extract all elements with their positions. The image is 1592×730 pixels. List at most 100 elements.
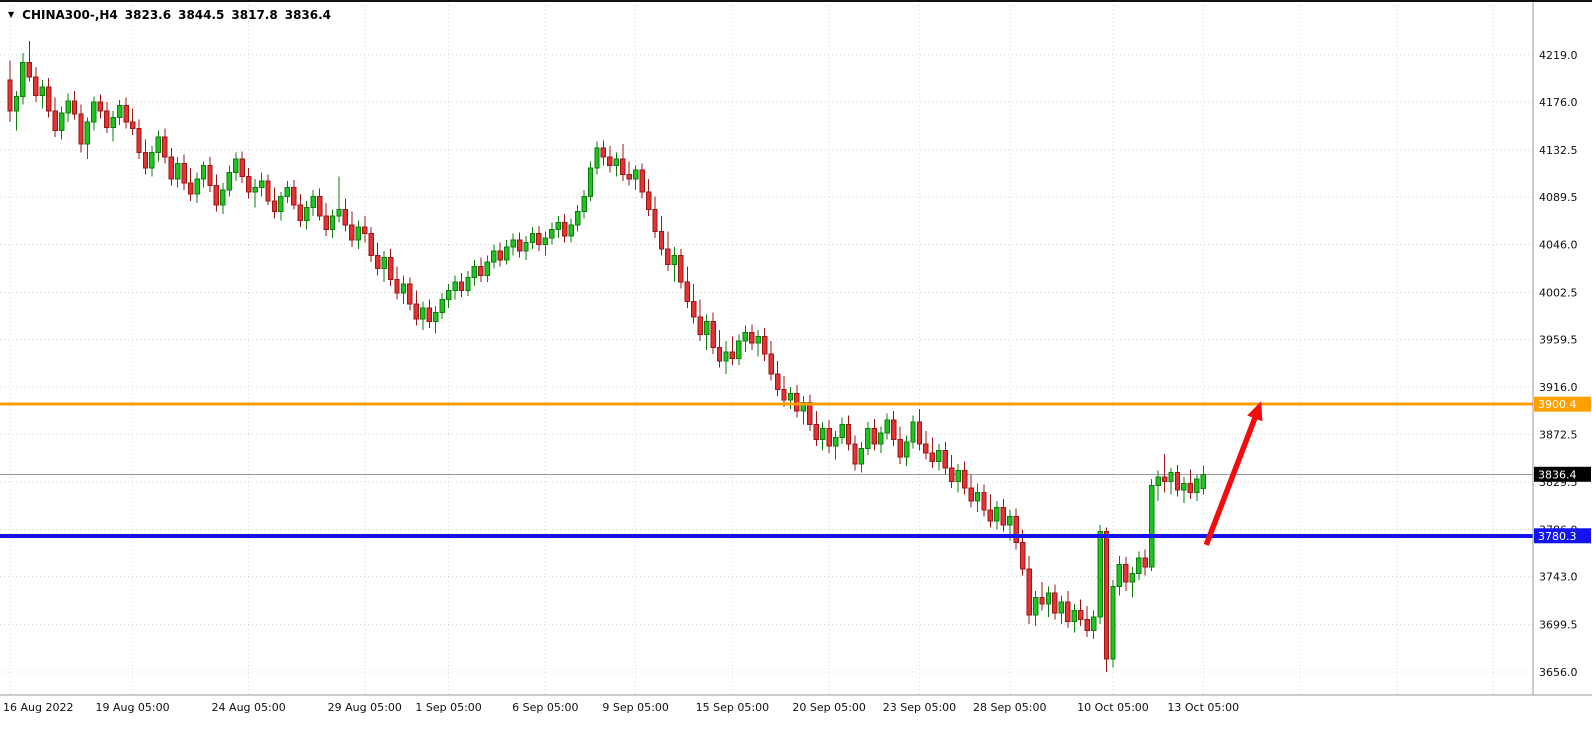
candle <box>1071 604 1077 633</box>
candle <box>439 292 445 320</box>
candle <box>323 202 329 236</box>
arrow-head-icon <box>1247 401 1263 422</box>
time-axis-label: 10 Oct 05:00 <box>1077 701 1149 714</box>
candle <box>1129 566 1135 598</box>
candle <box>7 60 13 122</box>
candle <box>129 108 136 136</box>
candle <box>761 327 768 361</box>
candle <box>1090 610 1097 640</box>
candle <box>26 40 33 82</box>
candle <box>781 376 787 407</box>
level-lines[interactable] <box>0 402 1533 538</box>
candle <box>71 91 78 120</box>
candle <box>458 273 465 298</box>
time-axis-label: 15 Sep 05:00 <box>696 701 769 714</box>
candle <box>278 191 284 221</box>
candle <box>923 430 929 460</box>
candle <box>97 94 103 119</box>
candle <box>749 324 755 350</box>
candle <box>1181 476 1187 504</box>
candle <box>1058 595 1065 624</box>
candle <box>78 104 84 153</box>
price-axis-label: 4132.5 <box>1539 144 1578 157</box>
candle <box>220 183 226 214</box>
candle <box>652 196 658 239</box>
time-axis-label: 24 Aug 05:00 <box>212 701 286 714</box>
candle <box>1097 525 1103 624</box>
candle <box>452 275 458 300</box>
candle <box>968 474 974 508</box>
price-tags: 3900.4 3780.3 3836.4 <box>1534 396 1591 544</box>
candle <box>736 334 742 366</box>
candle <box>832 430 839 460</box>
price-axis-label: 3916.0 <box>1539 381 1578 394</box>
time-axis-label: 28 Sep 05:00 <box>973 701 1046 714</box>
candle <box>981 484 987 517</box>
chart-borders <box>0 0 1592 696</box>
candle <box>116 99 123 126</box>
candle <box>387 248 394 287</box>
candle <box>104 102 110 133</box>
candle <box>271 187 278 219</box>
candle <box>316 188 323 221</box>
candle <box>716 330 723 368</box>
candle <box>878 426 884 453</box>
time-axis-label: 9 Sep 05:00 <box>602 701 668 714</box>
collapse-chart-icon[interactable]: ▼ <box>8 10 15 19</box>
candle <box>987 494 994 528</box>
trend-arrow[interactable] <box>1203 401 1263 546</box>
symbol-period-label: CHINA300-,H4 <box>22 8 118 22</box>
time-axis-label: 20 Sep 05:00 <box>792 701 865 714</box>
candle <box>974 483 981 512</box>
candle <box>445 284 452 309</box>
price-axis-label: 4046.0 <box>1539 239 1578 252</box>
candle <box>845 415 852 451</box>
candle <box>703 314 710 350</box>
candle <box>33 67 39 103</box>
candle <box>1194 474 1200 502</box>
current-price-tag <box>1534 466 1591 482</box>
time-axis-label: 13 Oct 05:00 <box>1167 701 1239 714</box>
candle <box>1065 590 1071 629</box>
candle <box>136 119 142 160</box>
candle <box>284 181 291 203</box>
candle <box>994 501 1000 530</box>
candle <box>839 417 845 445</box>
price-axis[interactable]: 4219.0 4176.0 4132.5 4089.5 4046.0 4002.5 3959… <box>1539 49 1578 679</box>
candle <box>536 225 542 252</box>
candle <box>607 145 613 173</box>
candle <box>594 141 600 175</box>
time-axis[interactable]: 16 Aug 2022 19 Aug 05:00 24 Aug 05:00 29 Au… <box>3 701 1239 714</box>
candle <box>1148 479 1155 572</box>
candle <box>433 305 439 334</box>
candle <box>820 422 826 451</box>
candle <box>239 151 245 184</box>
candle <box>175 156 181 188</box>
candle <box>349 211 355 247</box>
ohlc-open-value: 3823.6 <box>124 8 172 22</box>
candle <box>233 152 239 182</box>
price-axis-label: 3872.5 <box>1539 429 1578 442</box>
candle <box>658 216 665 256</box>
symbol-ohlc-header: ▼ CHINA300-,H4 3823.6 3844.5 3817.8 3836… <box>8 8 331 22</box>
candle <box>581 189 587 219</box>
candle <box>787 387 794 409</box>
candle <box>1123 556 1129 591</box>
price-axis-label: 3656.0 <box>1539 666 1578 679</box>
candle <box>310 189 316 217</box>
candle <box>471 259 478 287</box>
candle <box>168 148 174 186</box>
candle <box>484 255 491 282</box>
candle <box>304 200 310 230</box>
candle <box>826 419 832 453</box>
candle <box>1116 555 1123 596</box>
ohlc-low-value: 3817.8 <box>231 8 278 22</box>
candle <box>620 143 626 182</box>
candle <box>645 178 652 217</box>
support-price-tag <box>1534 528 1591 544</box>
candle <box>13 91 20 131</box>
arrow-shaft[interactable] <box>1203 411 1260 546</box>
candle <box>1026 555 1032 624</box>
candle <box>1187 469 1194 499</box>
